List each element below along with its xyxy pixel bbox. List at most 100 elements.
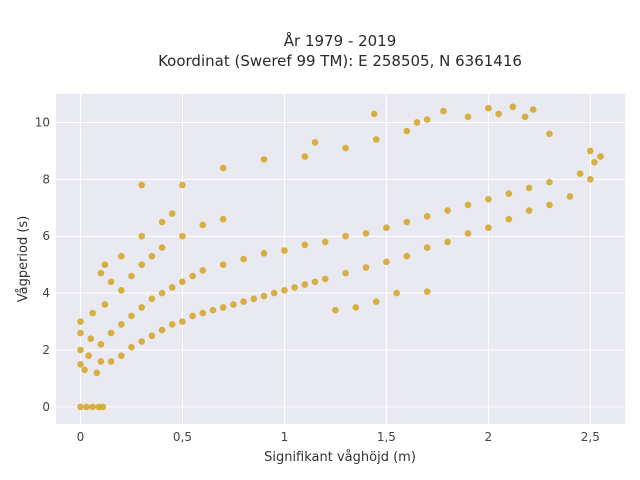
scatter-point [321, 238, 329, 246]
scatter-point [199, 267, 207, 274]
y-tick-label: 2 [42, 343, 50, 357]
scatter-point [138, 338, 145, 345]
scatter-point [260, 250, 268, 257]
scatter-point [148, 332, 156, 340]
scatter-point [464, 113, 472, 121]
scatter-point [101, 301, 109, 308]
scatter-point [219, 261, 227, 269]
scatter-point [138, 261, 145, 269]
scatter-point [89, 403, 96, 411]
scatter-point [464, 201, 472, 209]
scatter-point [393, 289, 400, 297]
scatter-point [240, 255, 247, 263]
scatter-point [128, 272, 135, 280]
scatter-point [179, 318, 186, 325]
scatter-point [423, 288, 431, 296]
scatter-point [189, 272, 196, 280]
scatter-point [301, 153, 309, 160]
scatter-point [179, 232, 186, 240]
scatter-point [332, 306, 339, 314]
scatter-point [529, 106, 537, 113]
scatter-point [107, 358, 115, 365]
scatter-point [521, 113, 529, 121]
scatter-point [209, 306, 217, 314]
scatter-point [138, 181, 145, 189]
scatter-point [546, 201, 553, 209]
scatter-point [77, 346, 84, 354]
y-tick-label: 0 [42, 400, 50, 414]
scatter-point [189, 312, 196, 320]
scatter-point [77, 329, 84, 337]
scatter-point [525, 207, 533, 214]
x-tick-label: 2,5 [581, 430, 600, 444]
scatter-point [118, 321, 125, 328]
scatter-point [311, 278, 319, 286]
scatter-point [118, 287, 125, 294]
scatter-point [495, 110, 502, 118]
scatter-point [85, 352, 92, 360]
scatter-point [118, 352, 125, 360]
axis-ticks: 0 0,5 1 1,5 2 2,5 0 2 4 6 8 10 [35, 115, 600, 444]
scatter-point [362, 230, 370, 237]
scatter-point [423, 116, 431, 123]
scatter-point [383, 224, 390, 231]
y-tick-label: 10 [35, 115, 50, 129]
scatter-point [342, 144, 349, 152]
scatter-point [403, 127, 411, 135]
scatter-point [77, 318, 84, 325]
scatter-point [128, 312, 135, 320]
scatter-point [199, 309, 207, 317]
scatter-point [281, 287, 288, 294]
scatter-point [168, 284, 176, 291]
y-tick-label: 6 [42, 229, 50, 243]
scatter-point [413, 119, 421, 126]
y-axis-label: Vågperiod (s) [16, 216, 31, 303]
scatter-point [199, 221, 207, 229]
scatter-point [219, 304, 227, 311]
scatter-point [138, 304, 145, 311]
scatter-point [301, 241, 309, 249]
scatter-point [587, 147, 594, 155]
scatter-point [444, 238, 451, 246]
scatter-point [101, 261, 109, 269]
scatter-point [291, 284, 298, 291]
scatter-point [423, 244, 431, 251]
scatter-point [301, 281, 309, 288]
x-tick-label: 2 [485, 430, 493, 444]
chart-subtitle: Koordinat (Sweref 99 TM): E 258505, N 63… [158, 52, 522, 70]
scatter-point [362, 264, 370, 271]
scatter-point [148, 252, 156, 260]
scatter-point [597, 153, 604, 160]
scatter-point [107, 278, 115, 286]
scatter-point [546, 130, 553, 138]
scatter-point [485, 196, 492, 203]
scatter-point [370, 110, 378, 118]
scatter-point [440, 107, 447, 115]
scatter-point [485, 104, 492, 112]
scatter-point [97, 358, 105, 365]
y-tick-label: 8 [42, 172, 50, 186]
scatter-point [566, 193, 574, 200]
scatter-point [311, 139, 319, 146]
scatter-point [485, 224, 492, 231]
scatter-point [281, 247, 288, 254]
scatter-point [97, 269, 105, 277]
scatter-point [505, 215, 513, 223]
data-points [77, 103, 604, 411]
scatter-point [546, 178, 553, 186]
scatter-point [352, 304, 360, 311]
scatter-point [219, 164, 227, 172]
x-tick-label: 1 [281, 430, 289, 444]
scatter-point [219, 215, 227, 223]
scatter-point [158, 289, 166, 297]
scatter-point [158, 218, 166, 226]
y-tick-label: 4 [42, 286, 50, 300]
scatter-point [464, 230, 472, 237]
scatter-point [372, 136, 380, 143]
scatter-point [128, 343, 135, 351]
scatter-point [158, 326, 166, 334]
scatter-point [93, 369, 101, 377]
scatter-point [87, 335, 94, 343]
